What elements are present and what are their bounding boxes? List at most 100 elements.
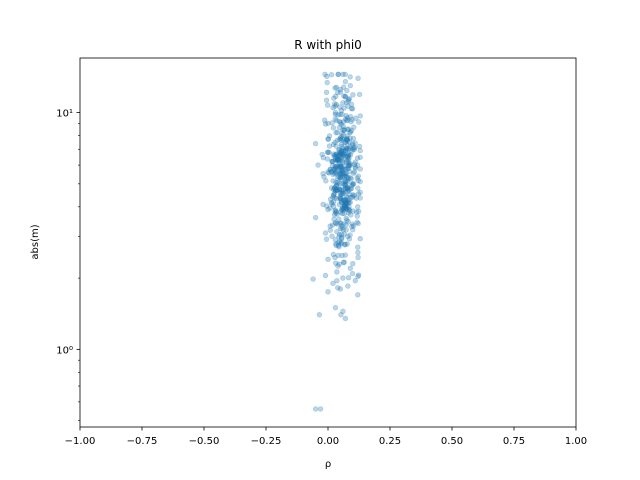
scatter-point (336, 161, 343, 167)
scatter-point (355, 173, 362, 179)
scatter-point (338, 200, 345, 206)
scatter-point (336, 170, 343, 177)
scatter-point (348, 127, 355, 134)
scatter-point (328, 169, 334, 175)
scatter-point (351, 124, 357, 130)
scatter-point (350, 92, 356, 98)
scatter-point (337, 111, 343, 118)
scatter-point (344, 205, 350, 212)
scatter-point (341, 210, 347, 217)
scatter-point (344, 179, 351, 185)
scatter-point (330, 171, 336, 178)
scatter-point (332, 237, 339, 243)
scatter-point (347, 152, 354, 158)
y-axis: 10⁰ 10¹ (56, 109, 80, 421)
scatter-point (337, 169, 344, 176)
scatter-point (333, 84, 340, 91)
scatter-point (335, 71, 341, 78)
scatter-point (338, 239, 344, 246)
scatter-point (348, 101, 355, 108)
scatter-point (344, 137, 351, 143)
scatter-point (337, 175, 343, 181)
scatter-point (344, 241, 350, 247)
scatter-point (345, 283, 351, 289)
scatter-point (327, 223, 333, 229)
scatter-point (352, 140, 358, 146)
scatter-point (351, 169, 358, 175)
scatter-point (355, 177, 361, 184)
scatter-point (327, 196, 334, 202)
scatter-point (332, 210, 339, 216)
scatter-point (355, 249, 361, 256)
scatter-point (331, 192, 337, 198)
scatter-point (340, 137, 347, 143)
scatter-point (342, 182, 348, 188)
scatter-point (336, 156, 342, 163)
scatter-point (347, 74, 353, 80)
scatter-point (339, 234, 345, 241)
scatter-point (341, 242, 348, 248)
scatter-point (333, 165, 339, 172)
scatter-point (344, 185, 351, 191)
scatter-point (332, 169, 339, 176)
scatter-point (355, 75, 361, 81)
scatter-point (340, 157, 346, 163)
scatter-point (340, 152, 347, 158)
scatter-point (339, 223, 345, 229)
scatter-point (334, 221, 341, 227)
scatter-point (338, 312, 344, 318)
scatter-point (350, 261, 356, 267)
scatter-point (341, 197, 348, 203)
scatter-point (355, 204, 361, 210)
scatter-point (339, 168, 346, 174)
scatter-point (333, 241, 339, 247)
scatter-point (323, 236, 330, 242)
scatter-point (345, 165, 352, 172)
scatter-point (325, 169, 331, 175)
scatter-point (347, 186, 354, 192)
scatter-point (338, 141, 345, 148)
scatter-point (356, 143, 363, 150)
scatter-point (335, 71, 342, 78)
scatter-point (324, 73, 330, 80)
scatter-point (343, 200, 349, 206)
scatter-point (337, 193, 344, 199)
scatter-point (340, 190, 347, 197)
scatter-point (352, 144, 358, 151)
scatter-point (335, 285, 341, 291)
scatter-point (336, 201, 343, 208)
scatter-point (357, 147, 363, 154)
scatter-point (328, 199, 334, 206)
scatter-point (339, 130, 345, 136)
scatter-point (340, 275, 346, 281)
scatter-point (339, 151, 346, 157)
scatter-point (352, 159, 358, 165)
scatter-point (345, 160, 352, 166)
scatter-point (312, 140, 319, 147)
scatter-point (340, 84, 347, 90)
scatter-point (330, 199, 337, 205)
x-tick-label: −0.50 (189, 436, 220, 447)
scatter-point (338, 220, 344, 226)
scatter-point (338, 176, 344, 182)
scatter-point (342, 139, 349, 145)
scatter-point (357, 166, 363, 172)
scatter-point (343, 153, 349, 159)
scatter-point (334, 211, 340, 217)
scatter-point (336, 136, 343, 143)
scatter-point (337, 220, 343, 226)
scatter-point (347, 175, 354, 181)
scatter-point (344, 198, 351, 204)
scatter-point (345, 146, 351, 152)
scatter-point (350, 223, 357, 229)
scatter-point (338, 187, 344, 193)
scatter-point (340, 187, 346, 193)
scatter-point (343, 160, 349, 166)
scatter-point (345, 98, 352, 104)
scatter-point (336, 152, 342, 158)
scatter-point (337, 89, 344, 95)
scatter-point (332, 116, 338, 122)
scatter-point (339, 225, 345, 231)
scatter-point (341, 205, 347, 212)
scatter-point (342, 71, 348, 78)
